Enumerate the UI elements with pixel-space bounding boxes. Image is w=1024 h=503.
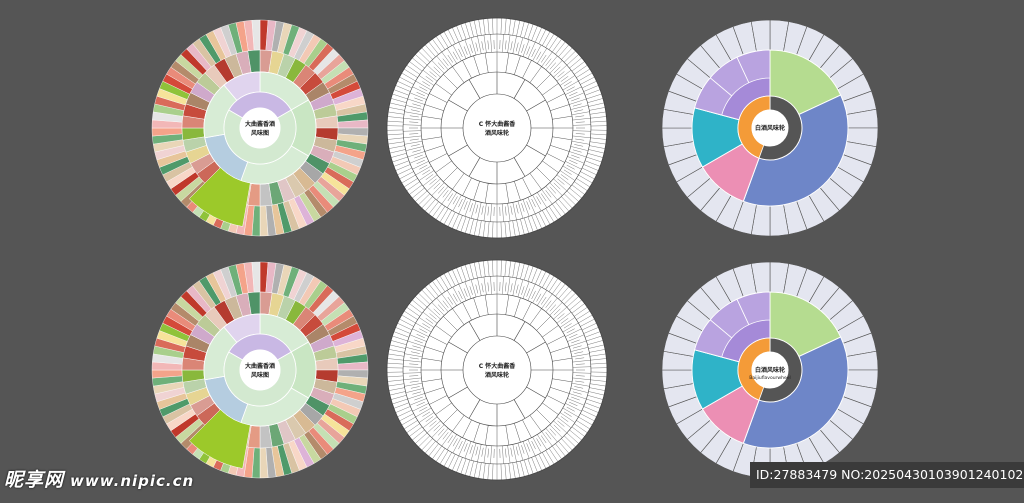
- image-id-tag: ID:27883479 NO:20250430103901240102: [750, 462, 1024, 488]
- wheel-subtitle: Baijiuflavourwheel: [749, 375, 790, 381]
- wheel-title: 大曲酱香酒: [245, 362, 275, 370]
- nipic-watermark-logo: 昵享网 www.nipic.cn: [4, 465, 194, 492]
- wheel-title: 大曲酱香酒: [245, 120, 275, 128]
- wheel-title: C 怀大曲酱香: [479, 362, 516, 370]
- wheel-subtitle: 风味图: [251, 129, 269, 137]
- wheel-title: 白酒风味轮: [755, 124, 785, 132]
- watermark-logo-text: 昵享网: [4, 469, 65, 491]
- watermark-url: www.nipic.cn: [70, 472, 195, 490]
- wheel-title: C 怀大曲酱香: [479, 120, 516, 128]
- wheel-title: 白酒风味轮: [755, 366, 785, 374]
- wheel-subtitle: 酒风味轮: [485, 129, 509, 137]
- wheel-subtitle: 酒风味轮: [485, 371, 509, 379]
- flavor-wheel-3: 白酒风味轮: [661, 19, 879, 237]
- wheel-subtitle: 风味图: [251, 371, 269, 379]
